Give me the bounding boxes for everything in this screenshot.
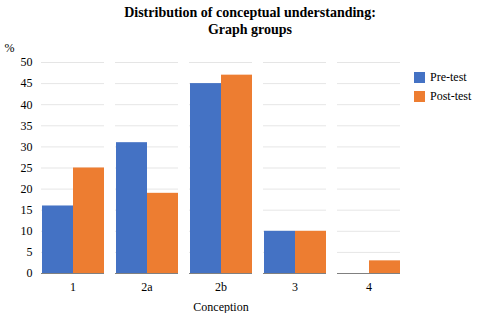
svg-text:35: 35 bbox=[21, 119, 33, 133]
html-text:Distribution of conceptual und: Distribution of conceptual understanding… bbox=[124, 5, 376, 37]
svg-text:10: 10 bbox=[21, 224, 33, 238]
svg-text:Conception: Conception bbox=[193, 300, 248, 314]
html-text:Post-test: Post-test bbox=[430, 89, 472, 103]
svg-text:%: % bbox=[5, 41, 15, 55]
svg-text:5: 5 bbox=[27, 245, 33, 259]
svg-text:3: 3 bbox=[292, 280, 298, 294]
svg-text:15: 15 bbox=[21, 203, 33, 217]
svg-text:4: 4 bbox=[366, 280, 372, 294]
svg-text:2a: 2a bbox=[141, 280, 153, 294]
svg-text:50: 50 bbox=[21, 55, 33, 69]
svg-text:1: 1 bbox=[70, 280, 76, 294]
svg-text:40: 40 bbox=[21, 98, 33, 112]
html-text:Pre-test: Pre-test bbox=[430, 70, 467, 84]
svg-text:20: 20 bbox=[21, 182, 33, 196]
svg-text:30: 30 bbox=[21, 140, 33, 154]
svg-text:25: 25 bbox=[21, 161, 33, 175]
svg-text:0: 0 bbox=[27, 266, 33, 280]
svg-text:2b: 2b bbox=[215, 280, 227, 294]
svg-text:45: 45 bbox=[21, 76, 33, 90]
